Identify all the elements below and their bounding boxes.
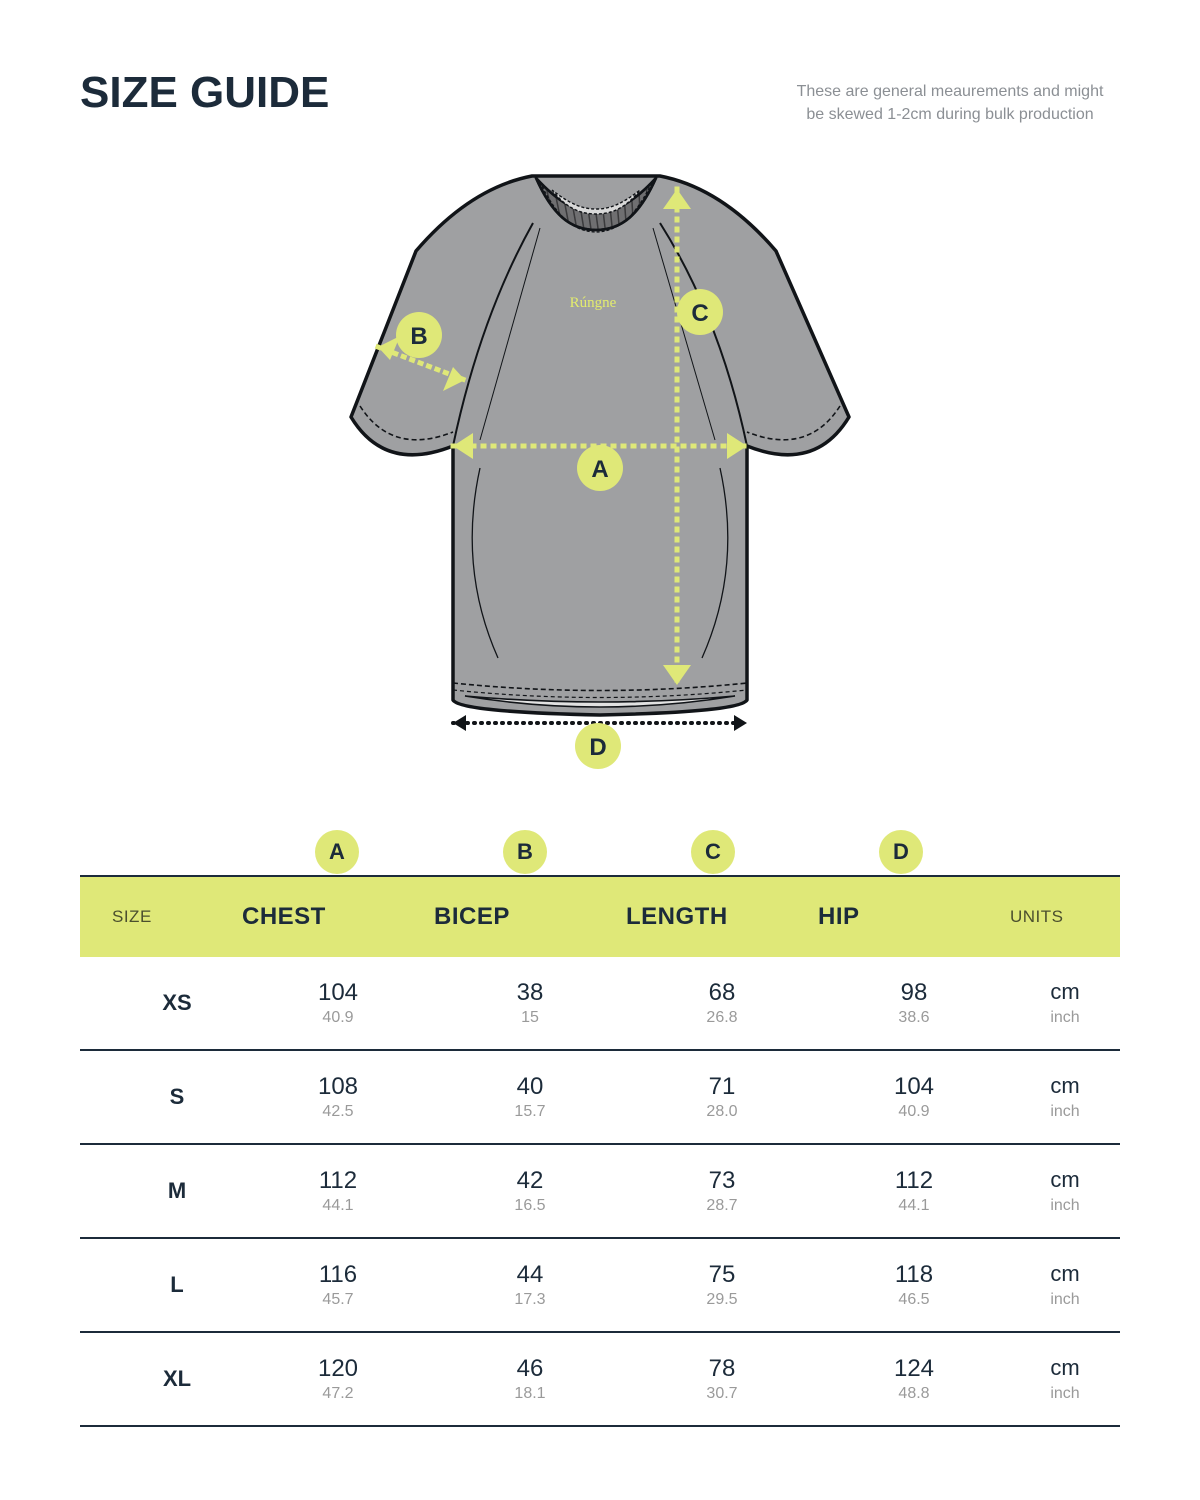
svg-text:Rúngne: Rúngne: [570, 295, 617, 311]
svg-text:A: A: [591, 456, 608, 483]
svg-text:B: B: [410, 323, 427, 350]
svg-text:D: D: [589, 734, 606, 761]
svg-text:C: C: [691, 300, 708, 327]
